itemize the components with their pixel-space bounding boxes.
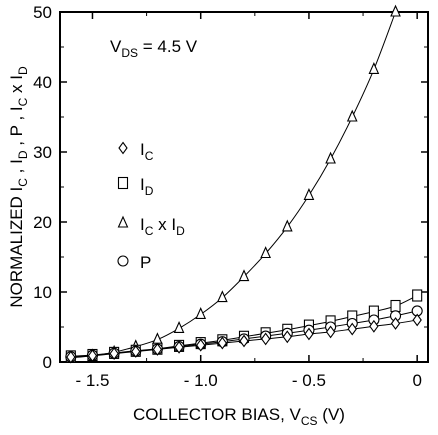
- series-layer: [65, 4, 423, 364]
- data-point-diamond: [282, 330, 292, 344]
- y-tick-label: 0: [43, 353, 52, 372]
- legend: IC ID IC x ID P: [117, 140, 185, 272]
- legend-marker-diamond: [118, 141, 128, 155]
- y-tick-label: 50: [33, 3, 52, 22]
- bias-annotation: VDS = 4.5 V: [110, 37, 198, 60]
- data-point-diamond: [217, 336, 228, 350]
- data-point-diamond: [66, 350, 76, 364]
- y-tick-label: 20: [33, 213, 52, 232]
- legend-label-square: ID: [140, 175, 154, 198]
- legend-label-diamond: IC: [140, 140, 154, 163]
- legend-label-triangle: IC x ID: [140, 215, 185, 238]
- data-point-diamond: [304, 327, 314, 341]
- data-point-triangle: [390, 4, 401, 17]
- data-point-diamond: [390, 317, 401, 330]
- data-point-triangle: [346, 109, 358, 122]
- data-point-diamond: [412, 313, 422, 327]
- data-point-square: [412, 289, 423, 302]
- data-point-triangle: [303, 188, 315, 200]
- data-point-diamond: [131, 345, 141, 358]
- y-tick-label: 10: [33, 283, 52, 302]
- data-point-diamond: [152, 342, 163, 356]
- data-point-triangle: [368, 62, 380, 74]
- data-point-triangle: [173, 321, 185, 333]
- x-tick-label: - 1.5: [75, 371, 109, 390]
- legend-label-circle: P: [140, 253, 151, 272]
- series-line-triangle: [70, 11, 396, 359]
- y-tick-label: 40: [33, 73, 52, 92]
- data-point-diamond: [174, 340, 184, 354]
- x-tick-label: - 0.5: [292, 371, 326, 390]
- data-point-diamond: [260, 332, 271, 346]
- x-tick-label: - 1.0: [184, 371, 218, 390]
- data-point-diamond: [87, 349, 98, 363]
- x-axis-label: COLLECTOR BIAS, VCS (V): [133, 405, 345, 428]
- x-tick-label: 0: [412, 371, 421, 390]
- data-point-triangle: [281, 219, 293, 232]
- data-point-diamond: [347, 322, 357, 336]
- legend-marker-circle: [117, 255, 129, 267]
- legend-marker-square: [117, 176, 129, 190]
- data-point-square: [390, 299, 401, 313]
- legend-marker-triangle: [117, 215, 129, 228]
- data-point-triangle: [195, 307, 207, 319]
- data-point-diamond: [109, 347, 119, 361]
- data-point-diamond: [369, 319, 379, 333]
- data-point-diamond: [196, 338, 206, 352]
- data-point-triangle: [217, 290, 228, 303]
- y-tick-label: 30: [33, 143, 52, 162]
- y-axis-label: NORMALIZED IC , ID , P , IC x ID: [7, 66, 30, 308]
- data-point-diamond: [239, 334, 249, 348]
- data-point-triangle: [260, 246, 271, 259]
- data-point-diamond: [325, 325, 336, 339]
- data-point-triangle: [325, 151, 336, 164]
- data-point-triangle: [238, 269, 250, 282]
- labels-layer: 0 10 20 30 40 50 - 1.5 - 1.0 - 0.5 0 COLLECTOR BIA…: [7, 3, 422, 428]
